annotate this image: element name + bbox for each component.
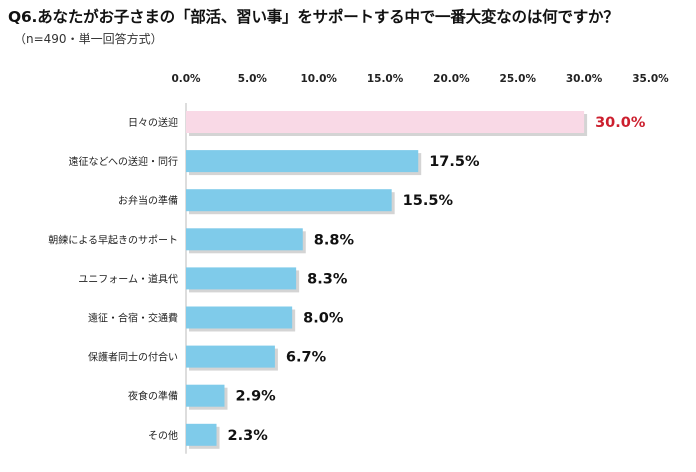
category-label: その他 — [148, 429, 178, 442]
value-label: 8.3% — [307, 271, 348, 287]
value-label: 15.5% — [403, 193, 454, 209]
x-tick-label: 30.0% — [566, 73, 603, 85]
x-tick-label: 0.0% — [171, 73, 201, 85]
chart-title: Q6.あなたがお子さまの「部活、習い事」をサポートする中で一番大変なのは何ですか… — [8, 8, 619, 26]
category-label: 日々の送迎 — [128, 116, 178, 129]
bar — [186, 267, 297, 290]
x-tick-label: 25.0% — [500, 73, 537, 85]
value-label: 30.0% — [595, 115, 646, 131]
bars-group: 日々の送迎 30.0% 遠征などへの送迎・同行 17.5% お弁当の準備 15.5% 朝練に… — [48, 111, 646, 449]
category-label: 遠征・合宿・交通費 — [88, 312, 178, 325]
value-label: 6.7% — [286, 350, 327, 366]
bar — [186, 423, 217, 446]
bar — [186, 189, 392, 212]
x-tick-label: 15.0% — [367, 73, 404, 85]
bar — [186, 228, 303, 251]
x-tick-label: 5.0% — [238, 73, 268, 85]
category-label: 保護者同士の付合い — [88, 351, 178, 364]
bar — [186, 306, 293, 329]
x-tick-label: 10.0% — [300, 73, 337, 85]
bar — [186, 111, 585, 133]
category-label: ユニフォーム・道具代 — [78, 272, 178, 285]
chart-subtitle: （n=490・単一回答方式） — [14, 32, 163, 46]
value-label: 17.5% — [429, 154, 480, 170]
category-label: お弁当の準備 — [118, 194, 178, 207]
category-label: 朝練による早起きのサポート — [48, 233, 178, 246]
category-label: 遠征などへの送迎・同行 — [69, 155, 179, 168]
bar — [186, 150, 419, 173]
bar — [186, 345, 275, 368]
value-label: 2.3% — [228, 428, 269, 444]
category-label: 夜食の準備 — [128, 390, 178, 403]
x-tick-label: 35.0% — [632, 73, 669, 85]
x-axis-ticks: 0.0% 5.0% 10.0% 15.0% 20.0% 25.0% 30.0% 35.0% — [171, 73, 669, 85]
bar — [186, 384, 225, 407]
x-tick-label: 20.0% — [433, 73, 470, 85]
value-label: 8.0% — [303, 311, 344, 327]
value-label: 2.9% — [235, 389, 276, 405]
value-label: 8.8% — [314, 232, 355, 248]
